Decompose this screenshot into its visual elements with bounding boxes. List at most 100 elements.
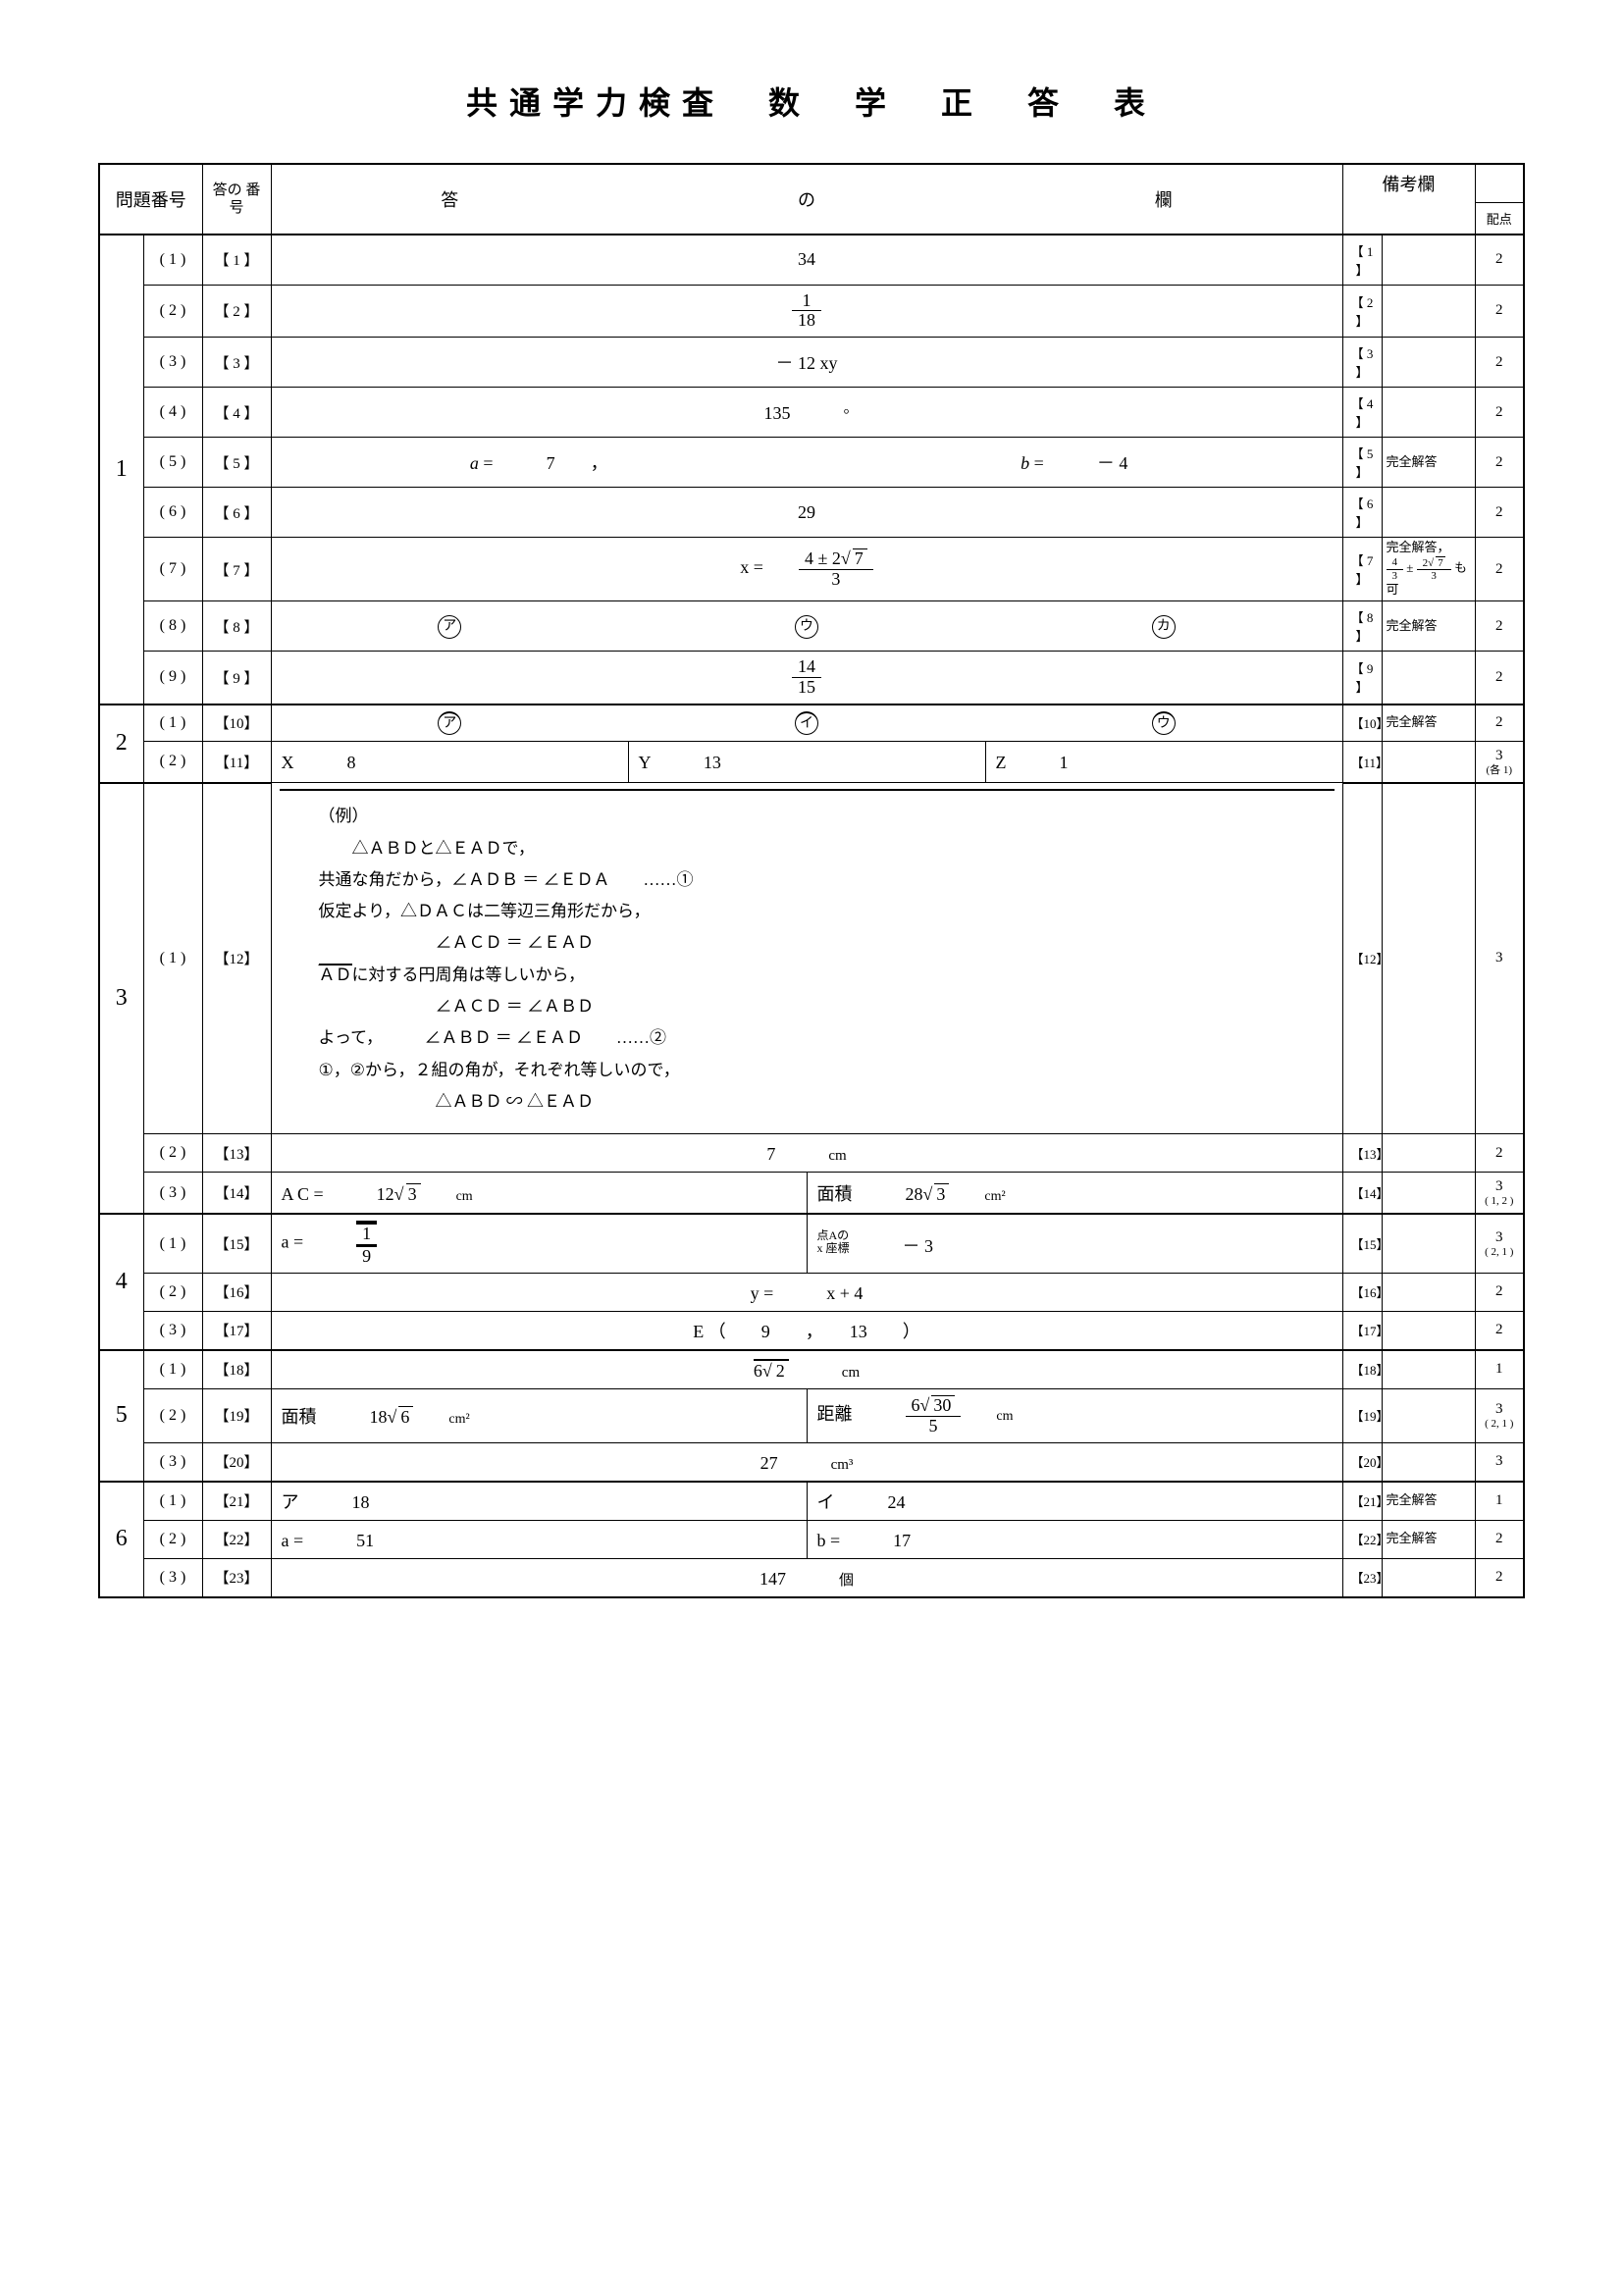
answer-number: 【21】 [202, 1482, 271, 1521]
answer-number: 【 4 】 [202, 388, 271, 438]
table-row: ( 3 )【23】147 個【23】2 [99, 1558, 1524, 1597]
note-text [1382, 338, 1475, 388]
sub-number: ( 3 ) [143, 1442, 202, 1482]
note-text [1382, 1311, 1475, 1350]
table-row: ( 5 )【 5 】a = 7 ，b = － 4【 5 】完全解答2 [99, 438, 1524, 488]
note-text [1382, 1173, 1475, 1215]
answer-value: ア [271, 601, 628, 652]
question-number: 5 [99, 1350, 143, 1482]
points: 2 [1475, 285, 1524, 338]
answer-number: 【14】 [202, 1173, 271, 1215]
note-text [1382, 488, 1475, 538]
note-text: 完全解答，43 ± 2√73 も可 [1382, 538, 1475, 601]
sub-number: ( 2 ) [143, 1388, 202, 1442]
sub-number: ( 9 ) [143, 652, 202, 704]
points: 2 [1475, 1273, 1524, 1311]
answer-number: 【 1 】 [202, 235, 271, 286]
answer-value: a = 51 [271, 1520, 807, 1558]
note-text [1382, 1442, 1475, 1482]
note-ref: 【 6 】 [1342, 488, 1382, 538]
points: 2 [1475, 1558, 1524, 1597]
points: 2 [1475, 488, 1524, 538]
table-row: ( 2 )【19】面積 18√6 cm²距離 6√305 cm【19】3( 2,… [99, 1388, 1524, 1442]
points: 1 [1475, 1350, 1524, 1389]
sub-number: ( 5 ) [143, 438, 202, 488]
sub-number: ( 7 ) [143, 538, 202, 601]
question-number: 2 [99, 704, 143, 783]
answer-number: 【 2 】 [202, 285, 271, 338]
answer-value: ウ [628, 601, 985, 652]
header-notes: 備考欄 [1342, 164, 1475, 202]
answer-value: 6√2 cm [271, 1350, 1342, 1389]
sub-number: ( 3 ) [143, 338, 202, 388]
answer-value: Z 1 [985, 741, 1342, 783]
answer-number: 【15】 [202, 1214, 271, 1273]
answer-number: 【19】 [202, 1388, 271, 1442]
question-number: 1 [99, 235, 143, 704]
answer-value: 距離 6√305 cm [807, 1388, 1342, 1442]
table-row: ( 6 )【 6 】29【 6 】2 [99, 488, 1524, 538]
answer-number: 【16】 [202, 1273, 271, 1311]
sub-number: ( 8 ) [143, 601, 202, 652]
points: 1 [1475, 1482, 1524, 1521]
table-row: ( 2 )【22】a = 51 b = 17 【22】完全解答2 [99, 1520, 1524, 1558]
table-row: ( 7 )【 7 】x = 4 ± 2√73【 7 】完全解答，43 ± 2√7… [99, 538, 1524, 601]
answer-value: 29 [271, 488, 1342, 538]
answer-number: 【 8 】 [202, 601, 271, 652]
sub-number: ( 1 ) [143, 1482, 202, 1521]
table-row: 2( 1 )【10】アイウ【10】完全解答2 [99, 704, 1524, 742]
answer-value: a = 7 ， [271, 438, 807, 488]
answer-value: イ 24 [807, 1482, 1342, 1521]
note-text [1382, 1214, 1475, 1273]
note-ref: 【 2 】 [1342, 285, 1382, 338]
note-text [1382, 1134, 1475, 1173]
table-row: 3( 1 )【12】（例） △ＡＢＤと△ＥＡＤで，共通な角だから，∠ＡＤＢ ＝ … [99, 783, 1524, 1134]
answer-value: E （ 9 ， 13 ） [271, 1311, 1342, 1350]
answer-number: 【17】 [202, 1311, 271, 1350]
points: 2 [1475, 601, 1524, 652]
table-row: ( 2 )【16】y = x + 4【16】2 [99, 1273, 1524, 1311]
answer-value: 34 [271, 235, 1342, 286]
note-ref: 【18】 [1342, 1350, 1382, 1389]
header-answer-c: 欄 [985, 164, 1342, 235]
note-ref: 【 4 】 [1342, 388, 1382, 438]
answer-number: 【10】 [202, 704, 271, 742]
title-text: 共通学力検査 数 学 正 答 表 [466, 85, 1157, 121]
table-row: ( 2 )【13】7 cm【13】2 [99, 1134, 1524, 1173]
answer-value: 1415 [271, 652, 1342, 704]
table-row: ( 4 )【 4 】135 °【 4 】2 [99, 388, 1524, 438]
points: 3( 2, 1 ) [1475, 1214, 1524, 1273]
table-row: 1( 1 )【 1 】34【 1 】2 [99, 235, 1524, 286]
note-ref: 【 5 】 [1342, 438, 1382, 488]
answer-value: x = 4 ± 2√73 [271, 538, 1342, 601]
points: 3 [1475, 1442, 1524, 1482]
note-ref: 【13】 [1342, 1134, 1382, 1173]
sub-number: ( 1 ) [143, 704, 202, 742]
note-ref: 【12】 [1342, 783, 1382, 1134]
points: 3( 2, 1 ) [1475, 1388, 1524, 1442]
answer-value: ウ [985, 704, 1342, 742]
answer-value: 147 個 [271, 1558, 1342, 1597]
answer-number: 【 3 】 [202, 338, 271, 388]
points: 3(各 1) [1475, 741, 1524, 783]
sub-number: ( 3 ) [143, 1558, 202, 1597]
note-ref: 【23】 [1342, 1558, 1382, 1597]
header-answer-b: の [628, 164, 985, 235]
answer-number: 【22】 [202, 1520, 271, 1558]
note-ref: 【 3 】 [1342, 338, 1382, 388]
points: 2 [1475, 538, 1524, 601]
header-answer-a: 答 [271, 164, 628, 235]
table-row: ( 3 )【 3 】－ 12 xy【 3 】2 [99, 338, 1524, 388]
note-text [1382, 1558, 1475, 1597]
answer-value: b = － 4 [807, 438, 1342, 488]
table-row: 5( 1 )【18】6√2 cm【18】1 [99, 1350, 1524, 1389]
answer-value: ア [271, 704, 628, 742]
note-text [1382, 285, 1475, 338]
note-text [1382, 1350, 1475, 1389]
note-ref: 【11】 [1342, 741, 1382, 783]
answer-value: 27 cm³ [271, 1442, 1342, 1482]
note-ref: 【 8 】 [1342, 601, 1382, 652]
points: 2 [1475, 652, 1524, 704]
note-text: 完全解答 [1382, 1482, 1475, 1521]
note-ref: 【19】 [1342, 1388, 1382, 1442]
